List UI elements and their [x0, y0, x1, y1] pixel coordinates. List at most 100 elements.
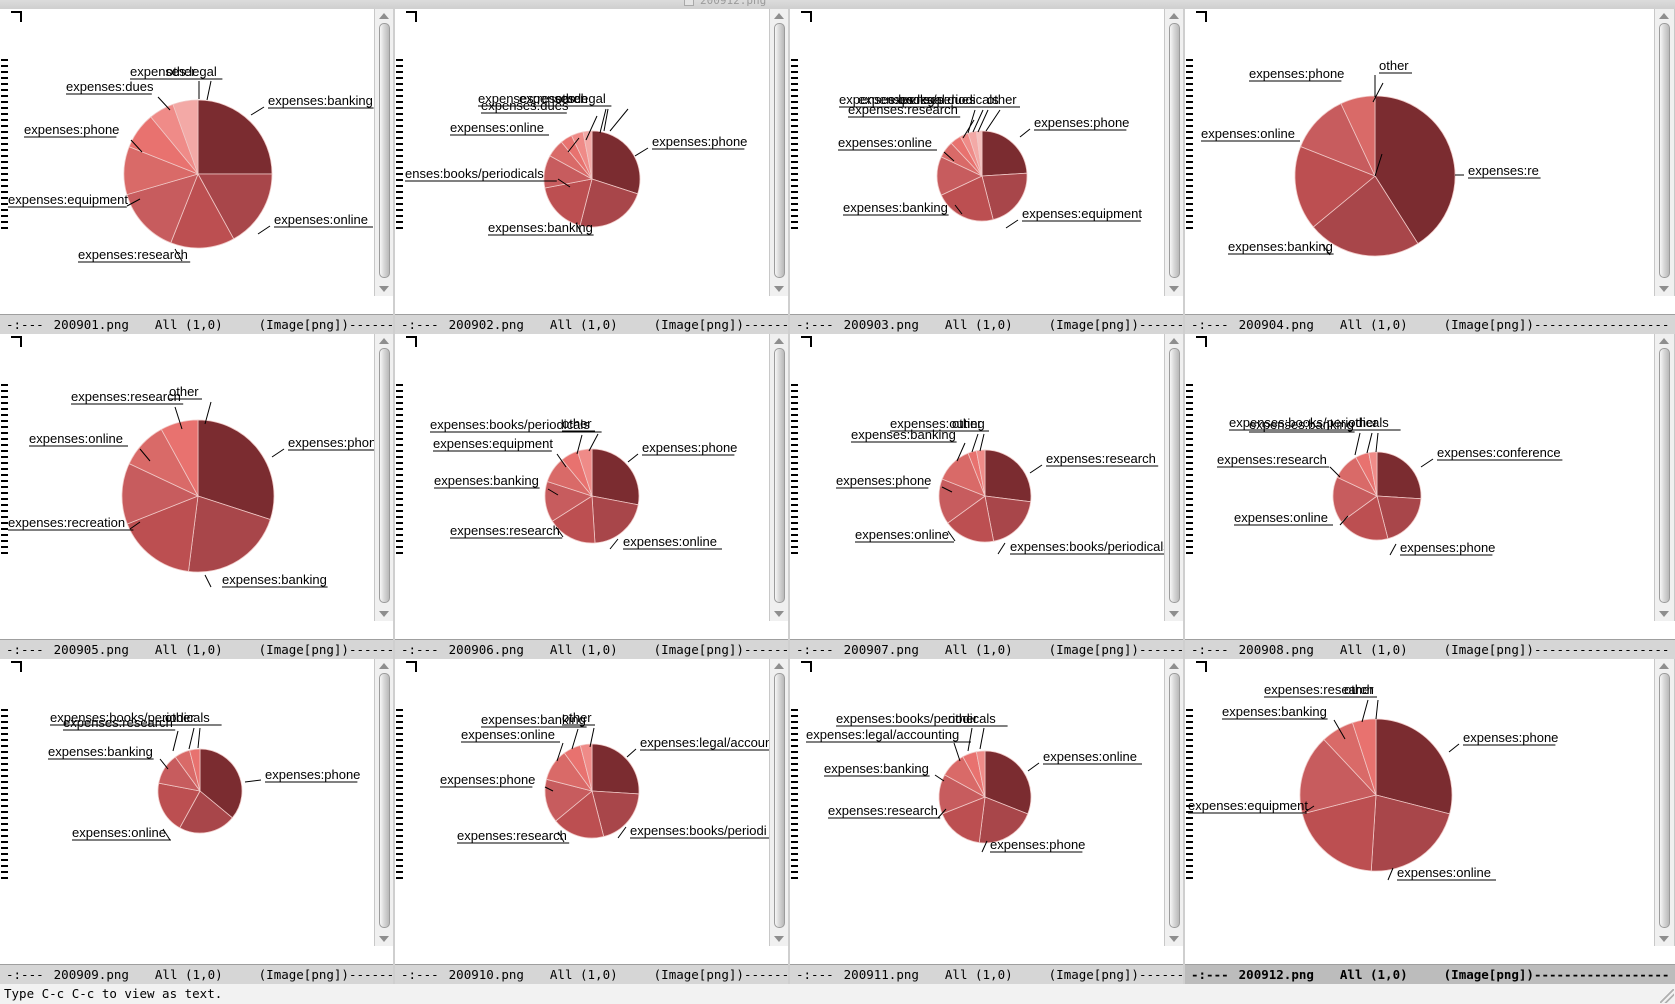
scrollbar-thumb[interactable]	[379, 348, 390, 603]
modeline[interactable]: -:--- 200911.png All (1,0) (Image[png])----…	[790, 964, 1185, 984]
vertical-scrollbar[interactable]	[769, 334, 790, 621]
emacs-window-200907[interactable]: expenses:research expenses:books/periodic…	[790, 334, 1185, 659]
image-pane[interactable]: expenses:research expenses:books/periodic…	[790, 334, 1185, 640]
modeline[interactable]: -:--- 200903.png All (1,0) (Image[png])----…	[790, 314, 1185, 334]
scrollbar-thumb[interactable]	[1169, 673, 1180, 928]
scroll-down-arrow-icon[interactable]	[379, 611, 389, 617]
image-corner-mark	[406, 336, 417, 347]
scrollbar-thumb[interactable]	[774, 348, 785, 603]
modeline-buffer-name: 200905.png	[53, 642, 129, 657]
emacs-window-200908[interactable]: expenses:conference expenses:phone expense…	[1185, 334, 1675, 659]
vertical-scrollbar[interactable]	[769, 9, 790, 296]
scroll-up-arrow-icon[interactable]	[379, 663, 389, 669]
scrollbar-thumb[interactable]	[1659, 23, 1670, 278]
vertical-scrollbar[interactable]	[1164, 9, 1185, 296]
scroll-down-arrow-icon[interactable]	[774, 611, 784, 617]
scroll-up-arrow-icon[interactable]	[774, 663, 784, 669]
pie-label: expenses:re	[1468, 163, 1539, 178]
vertical-scrollbar[interactable]	[374, 334, 395, 621]
scroll-down-arrow-icon[interactable]	[774, 936, 784, 942]
scrollbar-thumb[interactable]	[774, 23, 785, 278]
scroll-down-arrow-icon[interactable]	[1169, 611, 1179, 617]
scrollbar-thumb[interactable]	[1659, 673, 1670, 928]
modeline[interactable]: -:--- 200902.png All (1,0) (Image[png])----…	[395, 314, 790, 334]
scroll-up-arrow-icon[interactable]	[1169, 13, 1179, 19]
scrollbar-thumb[interactable]	[1169, 348, 1180, 603]
modeline[interactable]: -:--- 200906.png All (1,0) (Image[png])----…	[395, 639, 790, 659]
vertical-scrollbar[interactable]	[1654, 9, 1675, 296]
modeline-major-mode: (Image[png])	[1443, 967, 1534, 982]
scroll-down-arrow-icon[interactable]	[379, 936, 389, 942]
emacs-window-200902[interactable]: expenses:phone expenses:banking enses:book…	[395, 9, 790, 334]
image-pane[interactable]: expenses:legal/accoun expenses:books/peri…	[395, 659, 790, 965]
scroll-down-arrow-icon[interactable]	[1169, 936, 1179, 942]
left-fringe	[395, 659, 404, 965]
emacs-window-200905[interactable]: expenses:phone expenses:banking expenses:r…	[0, 334, 395, 659]
scroll-up-arrow-icon[interactable]	[774, 338, 784, 344]
modeline[interactable]: -:--- 200904.png All (1,0) (Image[png])----…	[1185, 314, 1675, 334]
pie-label: expenses:books/periodicals	[1010, 539, 1165, 554]
emacs-window-200910[interactable]: expenses:legal/accoun expenses:books/peri…	[395, 659, 790, 984]
modeline[interactable]: -:--- 200912.png All (1,0) (Image[png])----…	[1185, 964, 1675, 984]
emacs-window-200906[interactable]: expenses:phone expenses:online expenses:re…	[395, 334, 790, 659]
vertical-scrollbar[interactable]	[769, 659, 790, 946]
vertical-scrollbar[interactable]	[1654, 659, 1675, 946]
modeline[interactable]: -:--- 200901.png All (1,0) (Image[png])----…	[0, 314, 395, 334]
image-pane[interactable]: expenses:banking expenses:online expenses:…	[0, 9, 395, 315]
scrollbar-thumb[interactable]	[1659, 348, 1670, 603]
emacs-window-200911[interactable]: expenses:online expenses:phone expenses:re…	[790, 659, 1185, 984]
scroll-up-arrow-icon[interactable]	[1659, 338, 1669, 344]
modeline[interactable]: -:--- 200910.png All (1,0) (Image[png])----…	[395, 964, 790, 984]
vertical-scrollbar[interactable]	[1164, 659, 1185, 946]
image-pane[interactable]: expenses:re expenses:banking expenses:onli…	[1185, 9, 1675, 315]
image-pane[interactable]: expenses:phone expenses:online expenses:re…	[395, 334, 790, 640]
scroll-down-arrow-icon[interactable]	[379, 286, 389, 292]
resize-grip[interactable]	[1660, 989, 1674, 1003]
scroll-down-arrow-icon[interactable]	[1659, 286, 1669, 292]
vertical-scrollbar[interactable]	[1654, 334, 1675, 621]
pie-slice	[1340, 495, 1389, 541]
modeline[interactable]: -:--- 200907.png All (1,0) (Image[png])----…	[790, 639, 1185, 659]
scrollbar-thumb[interactable]	[379, 673, 390, 928]
image-pane[interactable]: expenses:phone expenses:equipment expenses…	[790, 9, 1185, 315]
modeline[interactable]: -:--- 200905.png All (1,0) (Image[png])----…	[0, 639, 395, 659]
modeline-scroll-position: All (1,0)	[944, 317, 1013, 332]
scroll-down-arrow-icon[interactable]	[774, 286, 784, 292]
vertical-scrollbar[interactable]	[374, 659, 395, 946]
scroll-down-arrow-icon[interactable]	[1659, 936, 1669, 942]
image-pane[interactable]: expenses:phone expenses:banking enses:book…	[395, 9, 790, 315]
scroll-down-arrow-icon[interactable]	[1659, 611, 1669, 617]
pie-slice	[126, 173, 199, 244]
image-pane[interactable]: expenses:phone expenses:online expenses:ba…	[0, 659, 395, 965]
modeline[interactable]: -:--- 200908.png All (1,0) (Image[png])----…	[1185, 639, 1675, 659]
minibuffer[interactable]: Type C-c C-c to view as text.	[0, 984, 1675, 1004]
scrollbar-thumb[interactable]	[774, 673, 785, 928]
emacs-window-200901[interactable]: expenses:banking expenses:online expenses:…	[0, 9, 395, 334]
image-pane[interactable]: expenses:conference expenses:phone expense…	[1185, 334, 1675, 640]
vertical-scrollbar[interactable]	[374, 9, 395, 296]
pie-label: expenses:legal	[858, 92, 945, 107]
scroll-up-arrow-icon[interactable]	[1169, 663, 1179, 669]
scroll-down-arrow-icon[interactable]	[1169, 286, 1179, 292]
pie-leader-line	[556, 742, 564, 762]
image-pane[interactable]: expenses:online expenses:phone expenses:re…	[790, 659, 1185, 965]
vertical-scrollbar[interactable]	[1164, 334, 1185, 621]
emacs-window-200909[interactable]: expenses:phone expenses:online expenses:ba…	[0, 659, 395, 984]
scroll-up-arrow-icon[interactable]	[379, 338, 389, 344]
emacs-window-200903[interactable]: expenses:phone expenses:equipment expenses…	[790, 9, 1185, 334]
scroll-up-arrow-icon[interactable]	[1659, 13, 1669, 19]
emacs-window-200912[interactable]: expenses:phone expenses:online expenses:eq…	[1185, 659, 1675, 984]
modeline[interactable]: -:--- 200909.png All (1,0) (Image[png])----…	[0, 964, 395, 984]
pie-leader-line	[1027, 762, 1040, 772]
image-pane[interactable]: expenses:phone expenses:online expenses:eq…	[1185, 659, 1675, 965]
scrollbar-thumb[interactable]	[1169, 23, 1180, 278]
scroll-up-arrow-icon[interactable]	[379, 13, 389, 19]
pie-slice	[984, 449, 1032, 503]
image-pane[interactable]: expenses:phone expenses:banking expenses:r…	[0, 334, 395, 640]
scrollbar-thumb[interactable]	[379, 23, 390, 278]
pie-plot-container: expenses:banking expenses:online expenses:…	[0, 9, 395, 315]
scroll-up-arrow-icon[interactable]	[1659, 663, 1669, 669]
scroll-up-arrow-icon[interactable]	[774, 13, 784, 19]
emacs-window-200904[interactable]: expenses:re expenses:banking expenses:onli…	[1185, 9, 1675, 334]
scroll-up-arrow-icon[interactable]	[1169, 338, 1179, 344]
